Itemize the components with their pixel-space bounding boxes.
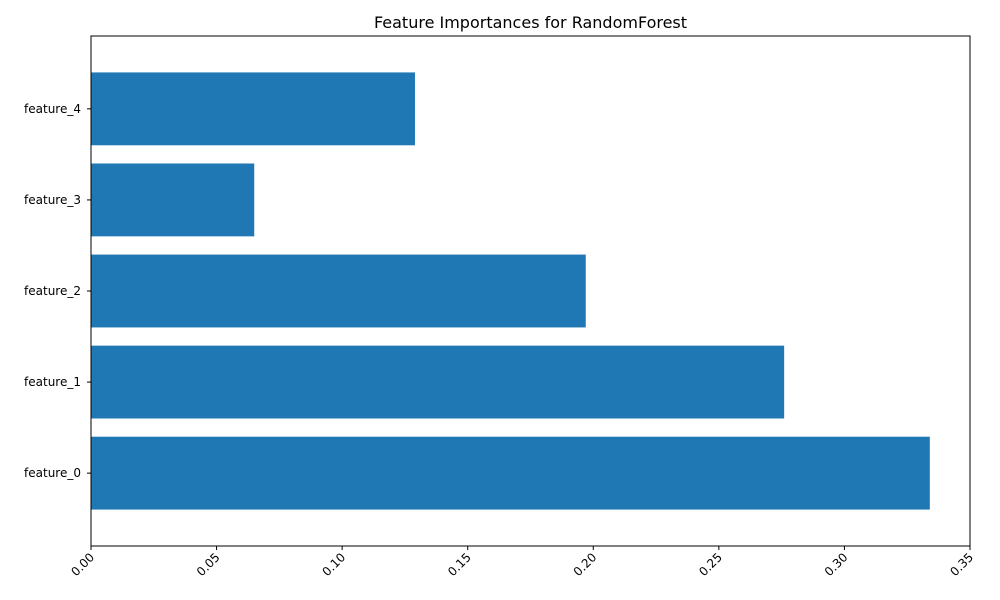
y-axis: feature_0 feature_1 feature_2 feature_3 feat… [24,102,91,480]
y-tick-label: feature_3 [24,193,81,207]
x-tick-label: 0.25 [696,550,725,579]
y-tick-label: feature_0 [24,466,81,480]
x-tick-label: 0.30 [822,550,851,579]
bar-feature_1 [91,345,785,419]
y-tick-label: feature_1 [24,375,81,389]
y-tick-label: feature_4 [24,102,81,116]
y-tick-label: feature_2 [24,284,81,298]
bar-feature_3 [91,163,255,237]
x-tick-label: 0.05 [194,550,223,579]
x-tick-label: 0.15 [445,550,474,579]
bar-feature_4 [91,72,415,146]
bars-group [91,72,930,510]
x-tick-label: 0.10 [319,550,348,579]
chart-title: Feature Importances for RandomForest [374,13,687,32]
bar-feature_0 [91,436,930,510]
x-axis: 0.00 0.05 0.10 0.15 0.20 0.25 0.30 0.35 [68,546,976,579]
x-tick-label: 0.20 [571,550,600,579]
x-tick-label: 0.35 [947,550,976,579]
x-tick-label: 0.00 [68,550,97,579]
bar-feature_2 [91,254,586,328]
